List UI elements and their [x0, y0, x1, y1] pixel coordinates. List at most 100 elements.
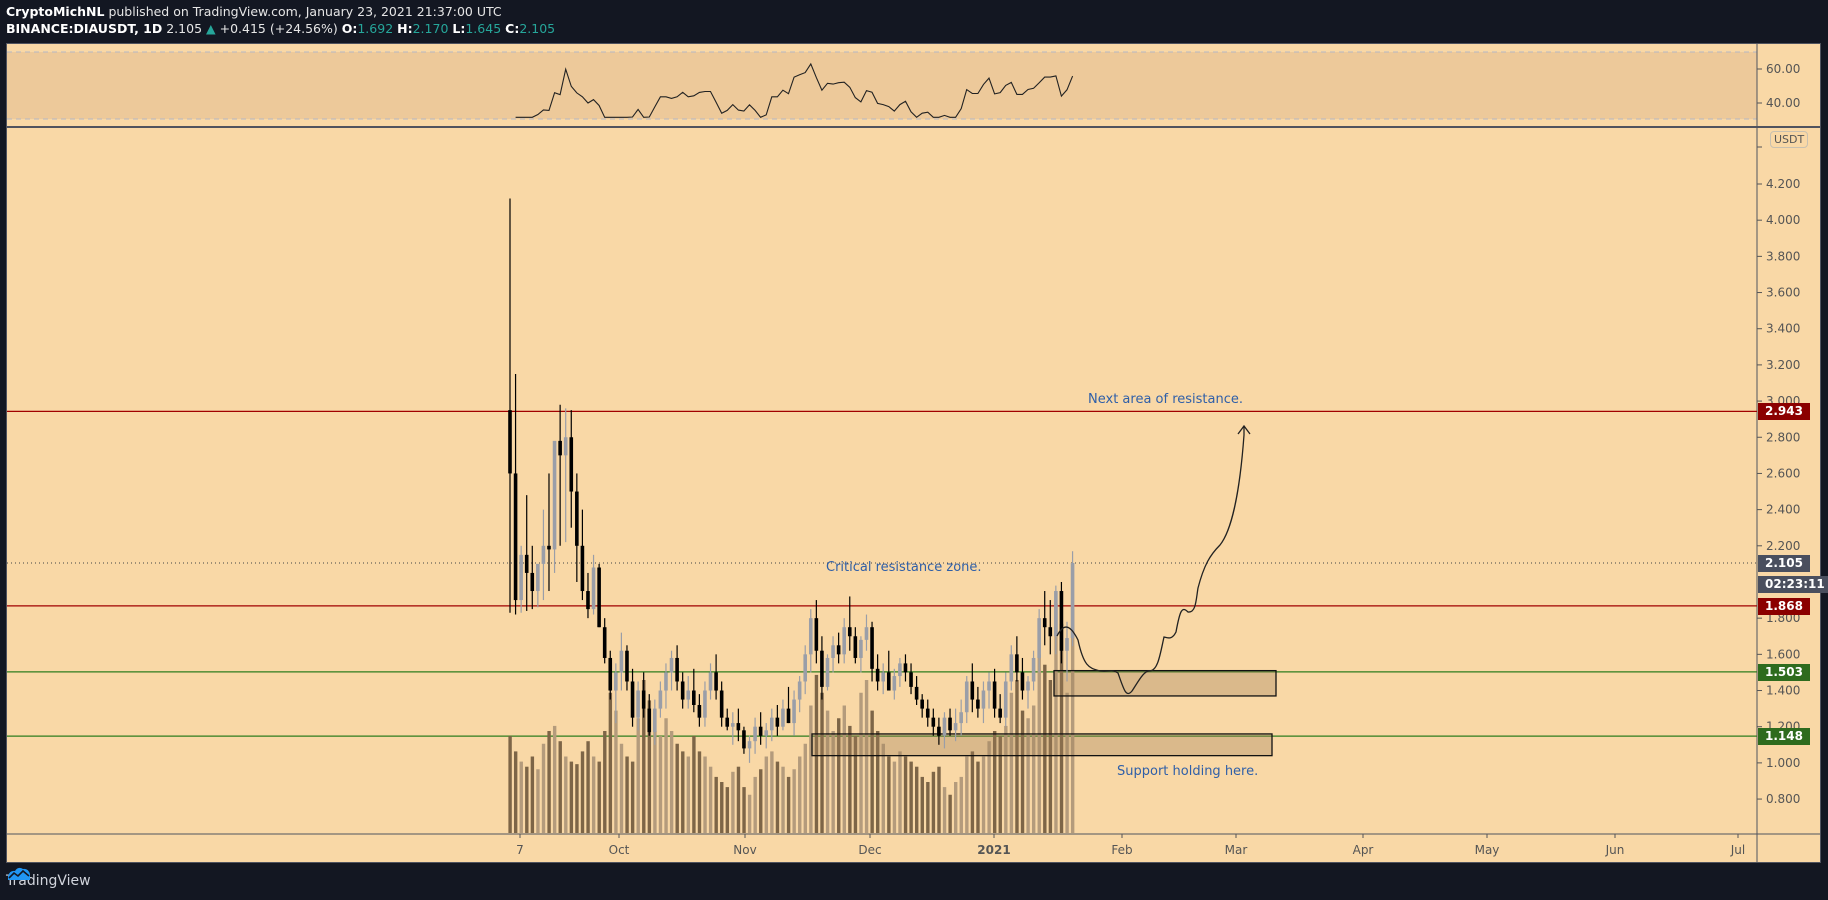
volume-bar [892, 761, 897, 833]
price-tick-label: 1.400 [1766, 684, 1800, 698]
candle [959, 712, 963, 724]
price-tick-label: 2.400 [1766, 503, 1800, 517]
candle [992, 681, 997, 709]
volume-bar [714, 776, 718, 833]
volume-bar [725, 787, 730, 833]
volume-bar [681, 751, 685, 833]
price-tag: 1.868 [1758, 597, 1810, 615]
candle [886, 672, 891, 691]
volume-bar [569, 761, 574, 833]
candle [641, 690, 646, 709]
candle [825, 657, 830, 687]
volume-bar [703, 756, 707, 833]
volume-bar [731, 771, 735, 833]
volume-bar [809, 705, 813, 833]
volume-bar [508, 736, 512, 833]
candle [736, 723, 741, 731]
chart-frame[interactable] [6, 43, 1821, 863]
candle [725, 717, 730, 727]
volume-bar [575, 764, 579, 833]
volume-bar [915, 766, 919, 833]
candle [814, 618, 819, 651]
volume-bar [954, 782, 958, 833]
candle [508, 410, 512, 474]
volume-bar [580, 751, 585, 833]
candle [820, 650, 824, 687]
published-text: published on TradingView.com, January 23… [104, 4, 502, 19]
candle [881, 672, 885, 682]
tradingview-footer[interactable]: TradingView [6, 866, 91, 896]
candle [864, 627, 869, 640]
price-tick-label: 3.600 [1766, 286, 1800, 300]
volume-bar [1020, 710, 1025, 833]
volume-bar [926, 782, 930, 833]
volume-bar [764, 756, 769, 833]
candle [697, 704, 702, 718]
price-tag: 02:23:11 [1758, 575, 1828, 593]
volume-bar [759, 769, 763, 833]
volume-bar [558, 741, 562, 833]
volume-bar [720, 782, 724, 833]
price-zone-box[interactable] [811, 733, 1273, 757]
volume-bar [525, 766, 529, 833]
volume-bar [753, 776, 757, 833]
price-tick-label: 3.800 [1766, 249, 1800, 263]
volume-bar [848, 725, 852, 833]
tradingview-logo-icon [8, 867, 30, 880]
price-tick-label: 2.800 [1766, 430, 1800, 444]
candle [836, 645, 841, 655]
volume-bar [519, 761, 523, 833]
volume-bar [1065, 692, 1069, 833]
candle [942, 717, 947, 736]
volume-bar [903, 756, 908, 833]
volume-bar [1070, 608, 1075, 833]
candle [981, 690, 986, 709]
symbol-legend: BINANCE:DIAUSDT, 1D 2.105 ▲ +0.415 (+24.… [6, 21, 555, 36]
volume-bar [803, 743, 808, 833]
volume-bar [887, 756, 891, 833]
candle [909, 672, 913, 687]
volume-bar [881, 743, 885, 833]
candle [769, 717, 774, 731]
volume-bar [642, 680, 646, 833]
candle [1003, 681, 1008, 718]
price-change: +0.415 (+24.56%) [219, 21, 338, 36]
candle [1059, 591, 1064, 651]
volume-bar [798, 756, 802, 833]
candle [552, 440, 557, 550]
candle [541, 545, 546, 564]
volume-bar [513, 751, 518, 833]
volume-bar [536, 769, 540, 833]
volume-bar [898, 751, 902, 833]
volume-bar [770, 751, 774, 833]
candle [1015, 654, 1019, 673]
rsi-tick-label: 60.00 [1766, 62, 1800, 76]
time-tick-label: 7 [516, 843, 524, 857]
volume-bar [1037, 654, 1041, 833]
price-tick-label: 1.600 [1766, 647, 1800, 661]
volume-bar [586, 741, 590, 833]
volume-bar [876, 731, 880, 833]
annotation-support: Support holding here. [1117, 764, 1259, 779]
price-tick-label: 2.200 [1766, 539, 1800, 553]
volume-bar [625, 756, 629, 833]
time-tick-label: Mar [1225, 843, 1248, 857]
candle [619, 650, 624, 673]
volume-bar [747, 794, 752, 833]
price-tag: 1.503 [1758, 663, 1810, 681]
annotation-next-resistance: Next area of resistance. [1088, 392, 1243, 407]
volume-bar [970, 751, 975, 833]
price-zone-box[interactable] [1053, 669, 1277, 697]
candle [703, 690, 707, 718]
volume-bar [820, 692, 824, 833]
candle [948, 717, 952, 731]
price-tick-label: 3.200 [1766, 358, 1800, 372]
candle [669, 657, 674, 673]
projection-path[interactable] [1056, 427, 1245, 695]
candle [747, 741, 752, 749]
candle [519, 554, 523, 601]
candle [536, 563, 540, 592]
volume-bar [591, 756, 596, 833]
candle [614, 672, 618, 691]
